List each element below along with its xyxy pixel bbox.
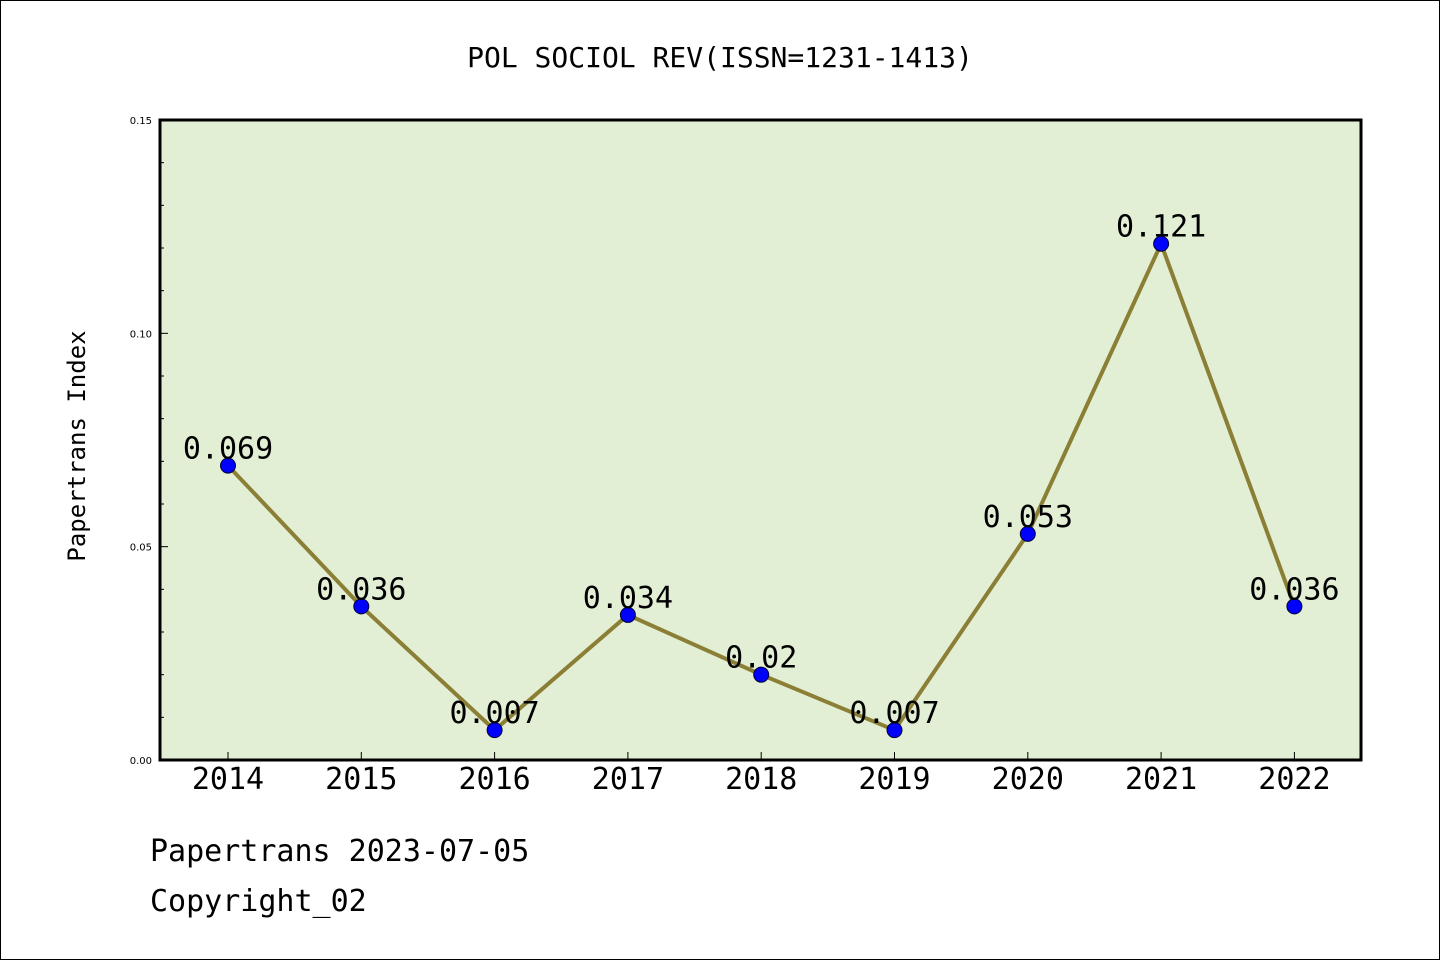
- data-point: [486, 722, 503, 739]
- data-label: 0.053: [983, 500, 1073, 535]
- x-tick-label: 2019: [858, 762, 930, 797]
- data-point: [753, 666, 770, 683]
- x-tick-label: 2016: [458, 762, 530, 797]
- data-label: 0.007: [849, 696, 939, 731]
- data-point: [353, 598, 370, 615]
- y-tick-label: 0.00: [130, 756, 152, 767]
- plot-area: [160, 120, 1361, 760]
- data-label: 0.036: [1249, 572, 1339, 607]
- chart-title: POL SOCIOL REV(ISSN=1231-1413): [467, 41, 973, 74]
- data-point: [1153, 235, 1170, 252]
- data-point: [220, 457, 236, 474]
- x-tick-label: 2014: [192, 762, 264, 797]
- data-point: [1019, 525, 1036, 542]
- x-tick-label: 2022: [1258, 762, 1330, 797]
- x-axis: 2014 2015 2016 2017 2018 2019 2020 2021 2022: [192, 752, 1331, 797]
- data-label: 0.034: [583, 581, 673, 616]
- footer-copyright: Copyright_02: [150, 884, 367, 919]
- y-tick-label: 0.05: [130, 543, 152, 554]
- x-tick-label: 2018: [725, 762, 797, 797]
- data-point: [619, 606, 636, 623]
- y-tick-label: 0.15: [130, 116, 152, 127]
- x-tick-label: 2020: [992, 762, 1064, 797]
- data-label: 0.069: [183, 432, 273, 467]
- series-group: 0.069 0.036 0.007 0.034 0.02 0.007 0.053 0.121 0…: [183, 210, 1340, 739]
- data-label: 0.007: [449, 696, 539, 731]
- footer-date: Papertrans 2023-07-05: [150, 834, 530, 869]
- data-label: 0.036: [316, 572, 406, 607]
- y-tick-label: 0.10: [130, 329, 152, 340]
- data-point: [886, 722, 903, 739]
- data-label: 0.121: [1116, 210, 1206, 245]
- x-tick-label: 2015: [325, 762, 397, 797]
- x-tick-label: 2021: [1125, 762, 1197, 797]
- x-tick-label: 2017: [592, 762, 664, 797]
- plot-border: [158, 118, 1363, 762]
- data-label: 0.02: [725, 641, 797, 676]
- data-point: [1286, 598, 1303, 615]
- y-axis-label: Papertrans Index: [63, 330, 91, 561]
